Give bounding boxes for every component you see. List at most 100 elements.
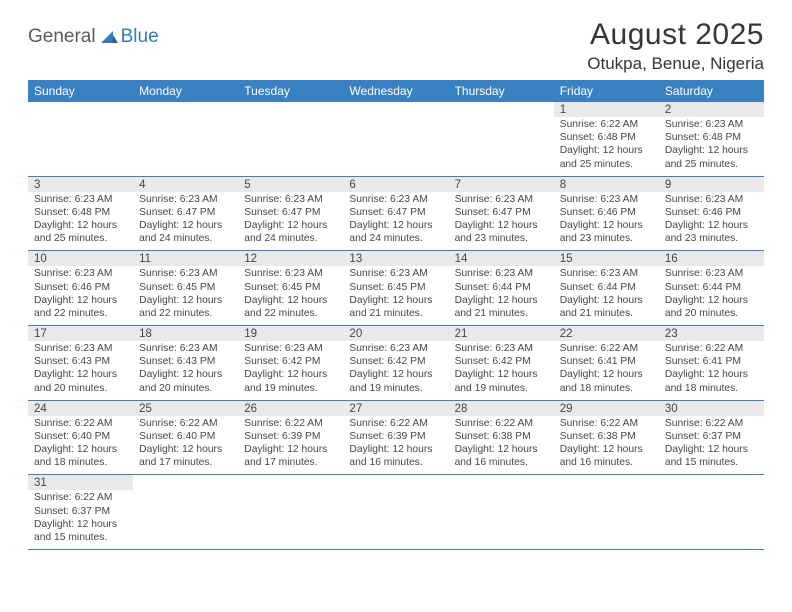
daynum-cell: 21 [449, 326, 554, 342]
daylight-line: Daylight: 12 hours and 18 minutes. [34, 443, 127, 469]
empty-daynum-cell [659, 475, 764, 491]
week-daynum-row: 31 [28, 475, 764, 491]
daynum-cell: 26 [238, 400, 343, 416]
sunrise-line: Sunrise: 6:22 AM [560, 118, 653, 131]
sunset-line: Sunset: 6:44 PM [560, 281, 653, 294]
daynum-cell: 22 [554, 326, 659, 342]
daynum-cell: 30 [659, 400, 764, 416]
detail-cell: Sunrise: 6:23 AMSunset: 6:45 PMDaylight:… [343, 266, 448, 325]
week-daynum-row: 12 [28, 102, 764, 117]
sunrise-line: Sunrise: 6:22 AM [34, 417, 127, 430]
detail-cell: Sunrise: 6:22 AMSunset: 6:40 PMDaylight:… [28, 416, 133, 475]
sunset-line: Sunset: 6:43 PM [139, 355, 232, 368]
sunset-line: Sunset: 6:39 PM [349, 430, 442, 443]
empty-daynum-cell [28, 102, 133, 117]
daylight-line: Daylight: 12 hours and 20 minutes. [665, 294, 758, 320]
daynum-cell: 17 [28, 326, 133, 342]
day-header: Thursday [449, 80, 554, 102]
detail-cell: Sunrise: 6:23 AMSunset: 6:44 PMDaylight:… [659, 266, 764, 325]
sunset-line: Sunset: 6:46 PM [665, 206, 758, 219]
daylight-line: Daylight: 12 hours and 23 minutes. [665, 219, 758, 245]
empty-detail-cell [659, 490, 764, 549]
daynum-cell: 8 [554, 176, 659, 192]
sunrise-line: Sunrise: 6:22 AM [349, 417, 442, 430]
sunrise-line: Sunrise: 6:22 AM [560, 417, 653, 430]
empty-daynum-cell [133, 475, 238, 491]
logo-text-blue: Blue [121, 26, 159, 48]
daynum-cell: 24 [28, 400, 133, 416]
sunrise-line: Sunrise: 6:23 AM [455, 193, 548, 206]
sunset-line: Sunset: 6:47 PM [455, 206, 548, 219]
detail-cell: Sunrise: 6:22 AMSunset: 6:38 PMDaylight:… [554, 416, 659, 475]
daylight-line: Daylight: 12 hours and 15 minutes. [34, 518, 127, 544]
sunset-line: Sunset: 6:42 PM [349, 355, 442, 368]
detail-cell: Sunrise: 6:23 AMSunset: 6:43 PMDaylight:… [133, 341, 238, 400]
daylight-line: Daylight: 12 hours and 25 minutes. [34, 219, 127, 245]
sunrise-line: Sunrise: 6:23 AM [349, 342, 442, 355]
detail-cell: Sunrise: 6:23 AMSunset: 6:47 PMDaylight:… [238, 192, 343, 251]
daynum-cell: 19 [238, 326, 343, 342]
daylight-line: Daylight: 12 hours and 25 minutes. [665, 144, 758, 170]
empty-detail-cell [133, 117, 238, 176]
sunset-line: Sunset: 6:40 PM [34, 430, 127, 443]
detail-cell: Sunrise: 6:22 AMSunset: 6:41 PMDaylight:… [659, 341, 764, 400]
detail-cell: Sunrise: 6:22 AMSunset: 6:41 PMDaylight:… [554, 341, 659, 400]
sunrise-line: Sunrise: 6:23 AM [244, 193, 337, 206]
sunrise-line: Sunrise: 6:23 AM [139, 193, 232, 206]
week-daynum-row: 17181920212223 [28, 326, 764, 342]
detail-cell: Sunrise: 6:23 AMSunset: 6:48 PMDaylight:… [659, 117, 764, 176]
daylight-line: Daylight: 12 hours and 18 minutes. [560, 368, 653, 394]
day-header: Wednesday [343, 80, 448, 102]
daynum-cell: 27 [343, 400, 448, 416]
sunset-line: Sunset: 6:47 PM [139, 206, 232, 219]
sunrise-line: Sunrise: 6:22 AM [665, 342, 758, 355]
detail-cell: Sunrise: 6:23 AMSunset: 6:47 PMDaylight:… [449, 192, 554, 251]
empty-daynum-cell [554, 475, 659, 491]
daynum-cell: 31 [28, 475, 133, 491]
daylight-line: Daylight: 12 hours and 23 minutes. [560, 219, 653, 245]
sunrise-line: Sunrise: 6:23 AM [560, 193, 653, 206]
daylight-line: Daylight: 12 hours and 19 minutes. [244, 368, 337, 394]
week-detail-row: Sunrise: 6:22 AMSunset: 6:40 PMDaylight:… [28, 416, 764, 475]
daylight-line: Daylight: 12 hours and 24 minutes. [139, 219, 232, 245]
daynum-cell: 18 [133, 326, 238, 342]
empty-daynum-cell [343, 102, 448, 117]
sunset-line: Sunset: 6:41 PM [665, 355, 758, 368]
month-title: August 2025 [587, 18, 764, 52]
empty-detail-cell [449, 117, 554, 176]
daylight-line: Daylight: 12 hours and 17 minutes. [244, 443, 337, 469]
sunset-line: Sunset: 6:45 PM [139, 281, 232, 294]
empty-daynum-cell [449, 475, 554, 491]
sunset-line: Sunset: 6:44 PM [455, 281, 548, 294]
sunrise-line: Sunrise: 6:23 AM [34, 342, 127, 355]
sunrise-line: Sunrise: 6:22 AM [665, 417, 758, 430]
detail-cell: Sunrise: 6:23 AMSunset: 6:44 PMDaylight:… [449, 266, 554, 325]
daynum-cell: 7 [449, 176, 554, 192]
week-detail-row: Sunrise: 6:23 AMSunset: 6:48 PMDaylight:… [28, 192, 764, 251]
daynum-cell: 10 [28, 251, 133, 267]
sunrise-line: Sunrise: 6:23 AM [244, 267, 337, 280]
sunset-line: Sunset: 6:47 PM [349, 206, 442, 219]
sunrise-line: Sunrise: 6:23 AM [34, 193, 127, 206]
sunrise-line: Sunrise: 6:22 AM [34, 491, 127, 504]
detail-cell: Sunrise: 6:23 AMSunset: 6:47 PMDaylight:… [343, 192, 448, 251]
daylight-line: Daylight: 12 hours and 19 minutes. [349, 368, 442, 394]
day-header: Tuesday [238, 80, 343, 102]
sunrise-line: Sunrise: 6:23 AM [139, 342, 232, 355]
detail-cell: Sunrise: 6:23 AMSunset: 6:44 PMDaylight:… [554, 266, 659, 325]
week-detail-row: Sunrise: 6:23 AM Sunset: 6:46 PM Daylight:… [28, 266, 764, 325]
sunrise-line: Sunrise: 6:23 AM [244, 342, 337, 355]
daynum-cell: 20 [343, 326, 448, 342]
daynum-cell: 28 [449, 400, 554, 416]
detail-cell: Sunrise: 6:23 AMSunset: 6:47 PMDaylight:… [133, 192, 238, 251]
detail-cell: Sunrise: 6:23 AMSunset: 6:43 PMDaylight:… [28, 341, 133, 400]
daylight-line: Daylight: 12 hours and 17 minutes. [139, 443, 232, 469]
sunset-line: Sunset: 6:38 PM [455, 430, 548, 443]
sunrise-line: Sunrise: 6:23 AM [139, 267, 232, 280]
daynum-cell: 3 [28, 176, 133, 192]
week-daynum-row: 10111213141516 [28, 251, 764, 267]
detail-cell: Sunrise: 6:22 AMSunset: 6:38 PMDaylight:… [449, 416, 554, 475]
sunset-line: Sunset: 6:46 PM [34, 281, 127, 294]
sunset-line: Sunset: 6:43 PM [34, 355, 127, 368]
empty-detail-cell [238, 117, 343, 176]
